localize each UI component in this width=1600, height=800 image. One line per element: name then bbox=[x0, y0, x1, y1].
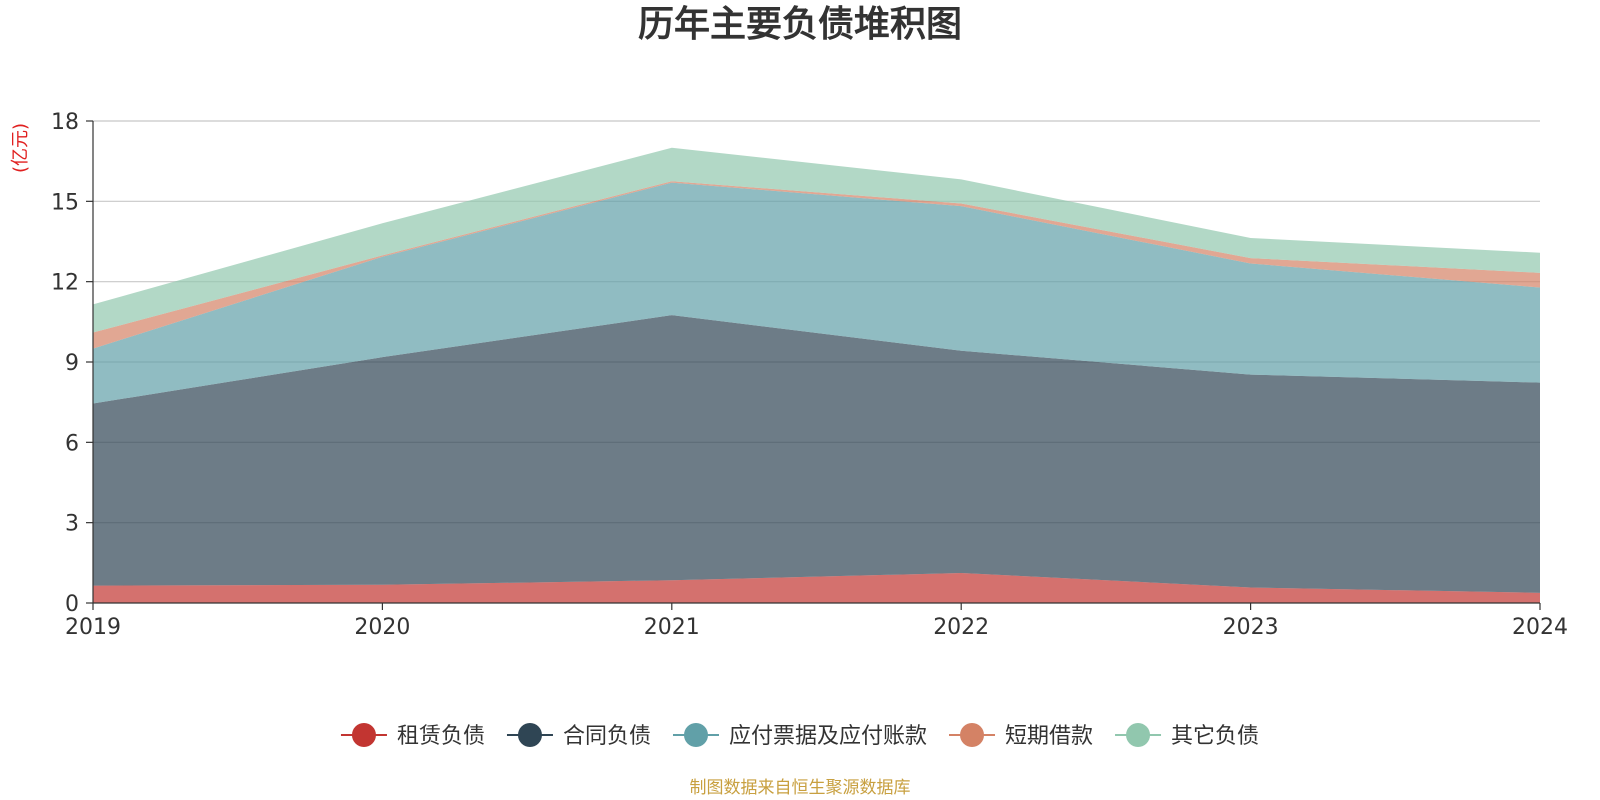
legend-marker bbox=[517, 723, 542, 747]
y-tick-label: 0 bbox=[65, 592, 79, 617]
chart-title: 历年主要负债堆积图 bbox=[638, 4, 962, 45]
stacked-areas bbox=[93, 147, 1540, 603]
series-area-1 bbox=[93, 573, 1540, 603]
y-tick-label: 18 bbox=[51, 110, 79, 135]
legend-item-3[interactable]: 应付票据及应付账款 bbox=[672, 723, 927, 749]
legend-label: 其它负债 bbox=[1171, 724, 1259, 749]
y-tick-label: 15 bbox=[51, 190, 79, 215]
legend-label: 短期借款 bbox=[1005, 724, 1093, 749]
legend-label: 应付票据及应付账款 bbox=[729, 724, 927, 749]
series-area-3 bbox=[93, 182, 1540, 404]
legend-marker bbox=[960, 723, 985, 747]
y-tick-label: 12 bbox=[51, 271, 79, 296]
x-tick-label: 2019 bbox=[65, 615, 121, 640]
legend-item-5[interactable]: 其它负债 bbox=[1115, 723, 1259, 749]
source-note: 制图数据来自恒生聚源数据库 bbox=[690, 778, 911, 798]
y-tick-label: 3 bbox=[65, 512, 79, 537]
x-tick-label: 2022 bbox=[933, 615, 989, 640]
series-area-2 bbox=[93, 315, 1540, 593]
legend-marker bbox=[351, 723, 376, 747]
series-area-5 bbox=[93, 147, 1540, 333]
legend-label: 租赁负债 bbox=[397, 724, 485, 749]
y-tick-label: 6 bbox=[65, 431, 79, 456]
legend-marker bbox=[683, 723, 708, 747]
legend-item-2[interactable]: 合同负债 bbox=[506, 723, 651, 749]
x-tick-label: 2023 bbox=[1223, 615, 1279, 640]
legend-item-4[interactable]: 短期借款 bbox=[949, 723, 1093, 749]
x-tick-label: 2021 bbox=[644, 615, 700, 640]
x-tick-label: 2024 bbox=[1512, 615, 1568, 640]
legend-label: 合同负债 bbox=[563, 724, 651, 749]
axes: 0 3 6 9 12 15 18 2019 2020 2021 2022 2023 2024 bbox=[51, 110, 1568, 640]
y-tick-label: 9 bbox=[65, 351, 79, 376]
legend-item-1[interactable]: 租赁负债 bbox=[340, 723, 485, 749]
legend: 租赁负债 合同负债 应付票据及应付账款 短期借款 其它负债 bbox=[340, 723, 1259, 749]
y-unit-label: (亿元) bbox=[10, 123, 31, 173]
x-tick-label: 2020 bbox=[354, 615, 410, 640]
legend-marker bbox=[1126, 723, 1151, 747]
